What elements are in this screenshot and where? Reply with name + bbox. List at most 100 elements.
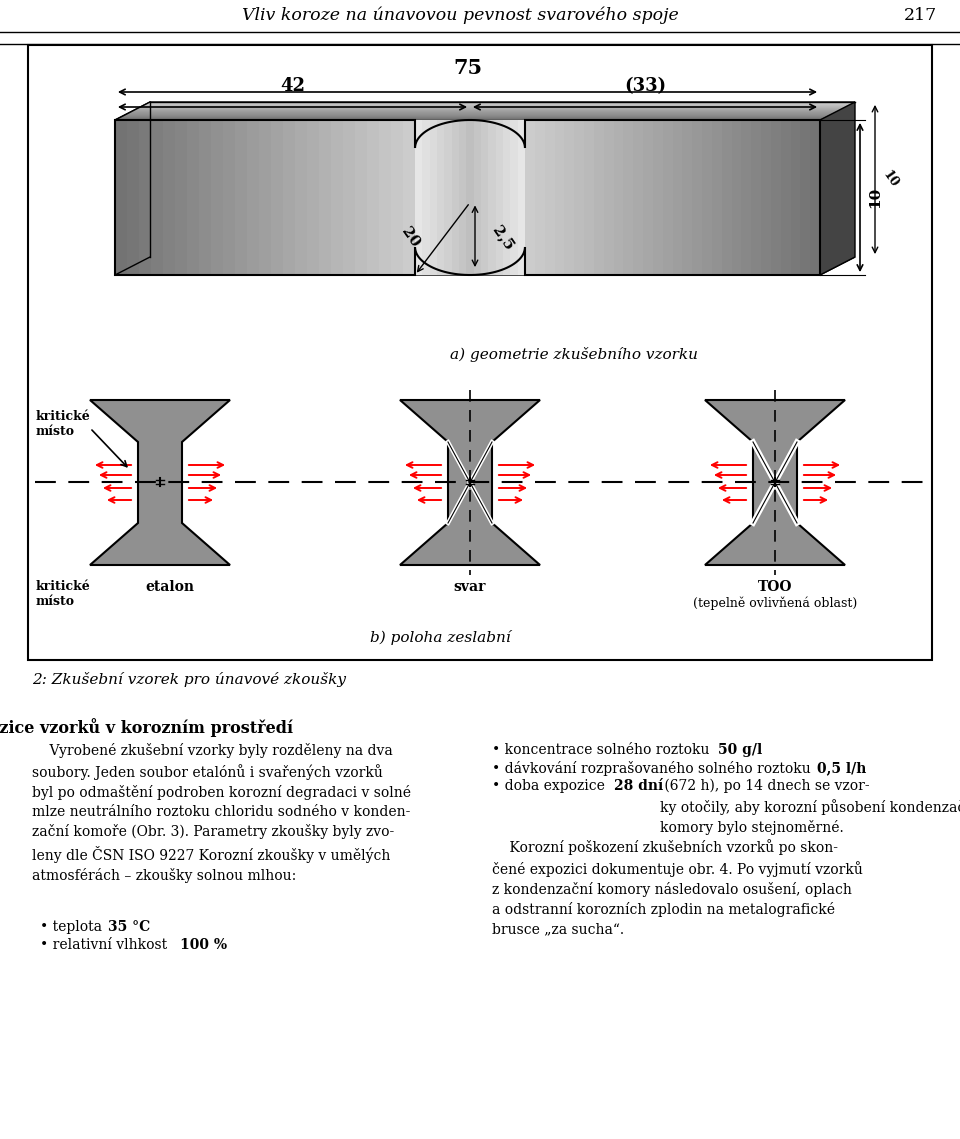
Polygon shape xyxy=(90,400,230,565)
Text: Expozice vzorků v korozním prostředí: Expozice vzorků v korozním prostředí xyxy=(0,718,294,737)
Polygon shape xyxy=(331,120,343,274)
Polygon shape xyxy=(711,120,722,274)
Polygon shape xyxy=(511,120,517,274)
Polygon shape xyxy=(430,120,437,274)
Text: Korozní poškození zkušebních vzorků po skon-
čené expozici dokumentuje obr. 4. P: Korozní poškození zkušebních vzorků po s… xyxy=(492,839,863,936)
Polygon shape xyxy=(115,103,855,120)
Polygon shape xyxy=(574,120,584,274)
Polygon shape xyxy=(702,120,711,274)
Polygon shape xyxy=(584,120,594,274)
Polygon shape xyxy=(810,120,820,274)
Polygon shape xyxy=(211,120,223,274)
Polygon shape xyxy=(489,120,495,274)
Polygon shape xyxy=(634,120,643,274)
Polygon shape xyxy=(151,120,163,274)
Polygon shape xyxy=(247,120,259,274)
Polygon shape xyxy=(127,120,139,274)
Polygon shape xyxy=(761,120,771,274)
Polygon shape xyxy=(319,120,331,274)
Polygon shape xyxy=(517,120,525,274)
Polygon shape xyxy=(673,120,683,274)
Polygon shape xyxy=(451,120,459,274)
Polygon shape xyxy=(235,120,247,274)
Text: 10: 10 xyxy=(880,169,900,190)
Polygon shape xyxy=(283,120,295,274)
Polygon shape xyxy=(355,120,367,274)
Text: kritické
místo: kritické místo xyxy=(36,410,91,439)
Polygon shape xyxy=(403,120,415,274)
Polygon shape xyxy=(259,120,271,274)
Text: 2,5: 2,5 xyxy=(490,223,516,253)
Polygon shape xyxy=(175,120,187,274)
Text: Vliv koroze na únavovou pevnost svarového spoje: Vliv koroze na únavovou pevnost svarovéh… xyxy=(242,6,679,24)
Text: • koncentrace solného roztoku: • koncentrace solného roztoku xyxy=(492,743,714,757)
Polygon shape xyxy=(115,120,127,274)
Polygon shape xyxy=(692,120,702,274)
Polygon shape xyxy=(820,103,855,274)
Text: • teplota: • teplota xyxy=(40,920,107,934)
Polygon shape xyxy=(732,120,741,274)
Polygon shape xyxy=(643,120,653,274)
Text: 50 g/l: 50 g/l xyxy=(718,743,762,757)
Text: etalon: etalon xyxy=(145,580,194,595)
Polygon shape xyxy=(295,120,307,274)
Polygon shape xyxy=(163,120,175,274)
Polygon shape xyxy=(544,120,555,274)
Polygon shape xyxy=(623,120,634,274)
Polygon shape xyxy=(613,120,623,274)
Polygon shape xyxy=(307,120,319,274)
Text: 28 dní: 28 dní xyxy=(614,779,663,793)
Text: Vyrobené zkušební vzorky byly rozděleny na dva
soubory. Jeden soubor etalónů i s: Vyrobené zkušební vzorky byly rozděleny … xyxy=(32,743,411,883)
Polygon shape xyxy=(400,400,540,565)
Text: 100 %: 100 % xyxy=(180,939,228,952)
Polygon shape xyxy=(722,120,732,274)
Text: 75: 75 xyxy=(453,58,482,77)
Polygon shape xyxy=(481,120,489,274)
Polygon shape xyxy=(741,120,751,274)
Polygon shape xyxy=(199,120,211,274)
Text: a) geometrie zkušebního vzorku: a) geometrie zkušebního vzorku xyxy=(450,347,698,362)
Polygon shape xyxy=(343,120,355,274)
Polygon shape xyxy=(187,120,199,274)
Polygon shape xyxy=(495,120,503,274)
Polygon shape xyxy=(444,120,451,274)
Polygon shape xyxy=(705,400,845,565)
Polygon shape xyxy=(771,120,780,274)
Polygon shape xyxy=(422,120,430,274)
Polygon shape xyxy=(415,120,422,274)
Polygon shape xyxy=(683,120,692,274)
Polygon shape xyxy=(751,120,761,274)
Text: 10: 10 xyxy=(868,187,882,208)
Polygon shape xyxy=(223,120,235,274)
Text: • relativní vlhkost: • relativní vlhkost xyxy=(40,939,172,952)
Polygon shape xyxy=(391,120,403,274)
Polygon shape xyxy=(653,120,662,274)
Text: 35 °C: 35 °C xyxy=(108,920,151,934)
Text: 42: 42 xyxy=(280,77,305,95)
Text: 20: 20 xyxy=(398,224,421,251)
Polygon shape xyxy=(437,120,444,274)
Polygon shape xyxy=(271,120,283,274)
Polygon shape xyxy=(473,120,481,274)
Polygon shape xyxy=(503,120,511,274)
Text: svar: svar xyxy=(454,580,486,595)
Polygon shape xyxy=(564,120,574,274)
Text: • dávkování rozprašovaného solného roztoku: • dávkování rozprašovaného solného rozto… xyxy=(492,761,815,776)
Polygon shape xyxy=(139,120,151,274)
Polygon shape xyxy=(525,120,535,274)
Polygon shape xyxy=(379,120,391,274)
Text: b) poloha zeslabní: b) poloha zeslabní xyxy=(370,630,511,645)
Text: (tepelně ovlivňená oblast): (tepelně ovlivňená oblast) xyxy=(693,596,857,609)
Polygon shape xyxy=(790,120,801,274)
Polygon shape xyxy=(459,120,467,274)
Bar xyxy=(28,46,932,659)
Polygon shape xyxy=(367,120,379,274)
Text: (33): (33) xyxy=(624,77,666,95)
Polygon shape xyxy=(801,120,810,274)
Text: 217: 217 xyxy=(903,7,937,24)
Text: 0,5 l/h: 0,5 l/h xyxy=(817,761,866,775)
Polygon shape xyxy=(115,257,855,274)
Text: TOO: TOO xyxy=(757,580,792,595)
Polygon shape xyxy=(467,120,473,274)
Polygon shape xyxy=(780,120,790,274)
